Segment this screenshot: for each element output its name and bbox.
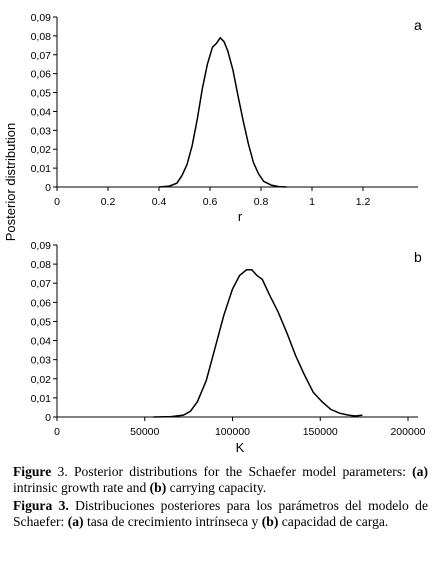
y-tick-label: 0,08	[31, 31, 52, 43]
y-ticks: 0 0,01 0,02 0,03 0,04 0,05 0,06 0,07 0,08 0,09	[31, 240, 57, 424]
y-tick-label: 0,01	[31, 393, 52, 405]
y-tick-label: 0,01	[31, 163, 52, 175]
y-tick-label: 0,06	[31, 297, 52, 309]
x-tick-label: 1.2	[356, 196, 371, 208]
panel-label-a: a	[414, 17, 422, 33]
caption-spanish: Figura 3. Distribuciones posteriores par…	[13, 498, 428, 529]
y-tick-label: 0,02	[31, 374, 52, 386]
y-tick-label: 0	[45, 412, 51, 424]
x-tick-label: 0.4	[152, 196, 167, 208]
y-tick-label: 0	[45, 182, 51, 194]
series-line	[153, 269, 363, 418]
x-axis-label: K	[236, 440, 245, 455]
x-tick-label: 50000	[130, 426, 159, 438]
caption-english: Figure 3. Posterior distributions for th…	[13, 464, 428, 495]
caption-es-label: Figura 3.	[13, 498, 69, 513]
y-tick-label: 0,02	[31, 144, 52, 156]
x-axis-label: r	[238, 209, 243, 224]
caption-en-end: carrying capacity.	[166, 479, 267, 495]
x-tick-label: 0	[54, 196, 60, 208]
y-axis-title: Posterior distribution	[3, 123, 18, 242]
chart-panel-b: 0 50000 100000 150000 200000 0 0,01 0,02 0,03 0,…	[31, 240, 426, 455]
y-tick-label: 0,09	[31, 240, 52, 252]
figure: Posterior distribution 0 0.2 0.4 0.6 0.8 1 1.2…	[3, 12, 426, 455]
x-tick-label: 0.6	[203, 196, 218, 208]
series-line	[158, 36, 287, 188]
y-tick-label: 0,07	[31, 278, 52, 290]
caption-es-mid: tasa de crecimiento intrínseca y	[83, 513, 262, 529]
y-tick-label: 0,06	[31, 69, 52, 81]
x-tick-label: 0	[54, 426, 60, 438]
x-ticks: 0 50000 100000 150000 200000	[54, 417, 426, 438]
y-tick-label: 0,04	[31, 106, 52, 118]
chart-panel-a: 0 0.2 0.4 0.6 0.8 1 1.2 00,010,020,030,040,050…	[31, 12, 422, 224]
y-tick-label: 0,07	[31, 50, 52, 62]
caption-en-a: (a)	[412, 464, 428, 479]
x-tick-label: 200000	[390, 426, 425, 438]
caption-en-b: (b)	[149, 479, 167, 495]
y-tick-label: 0,09	[31, 12, 52, 24]
caption-en-mid: intrinsic growth rate and	[13, 479, 150, 495]
x-tick-label: 0.8	[254, 196, 269, 208]
x-tick-label: 1	[309, 196, 315, 208]
caption-en-label: Figure	[13, 464, 52, 479]
caption-es-a: (a)	[67, 513, 84, 529]
caption-en-text: . Posterior distributions for the Schaef…	[64, 464, 413, 479]
y-tick-label: 0,05	[31, 88, 52, 100]
y-tick-label: 0,08	[31, 259, 52, 271]
x-ticks: 0 0.2 0.4 0.6 0.8 1 1.2	[54, 187, 370, 208]
caption-es-end: capacidad de carga.	[278, 513, 389, 529]
x-tick-label: 150000	[303, 426, 338, 438]
y-tick-label: 0,03	[31, 355, 52, 367]
caption-es-text: Distribuciones posteriores para los pará…	[13, 498, 428, 529]
y-ticks: 0 0,01 0,02 0,03 0,04 0,05 0,06 0,07 0,08 0,09	[31, 12, 57, 194]
x-tick-label: 100000	[215, 426, 250, 438]
y-tick-label: 0,04	[31, 336, 52, 348]
x-tick-label: 0.2	[101, 196, 116, 208]
caption-es-b: (b)	[261, 513, 279, 529]
y-tick-label: 0,05	[31, 316, 52, 328]
caption-en-num: 3	[51, 464, 65, 479]
figure-caption: Figure 3. Posterior distributions for th…	[13, 464, 428, 532]
y-tick-label: 0,03	[31, 125, 52, 137]
panel-label-b: b	[414, 249, 422, 265]
